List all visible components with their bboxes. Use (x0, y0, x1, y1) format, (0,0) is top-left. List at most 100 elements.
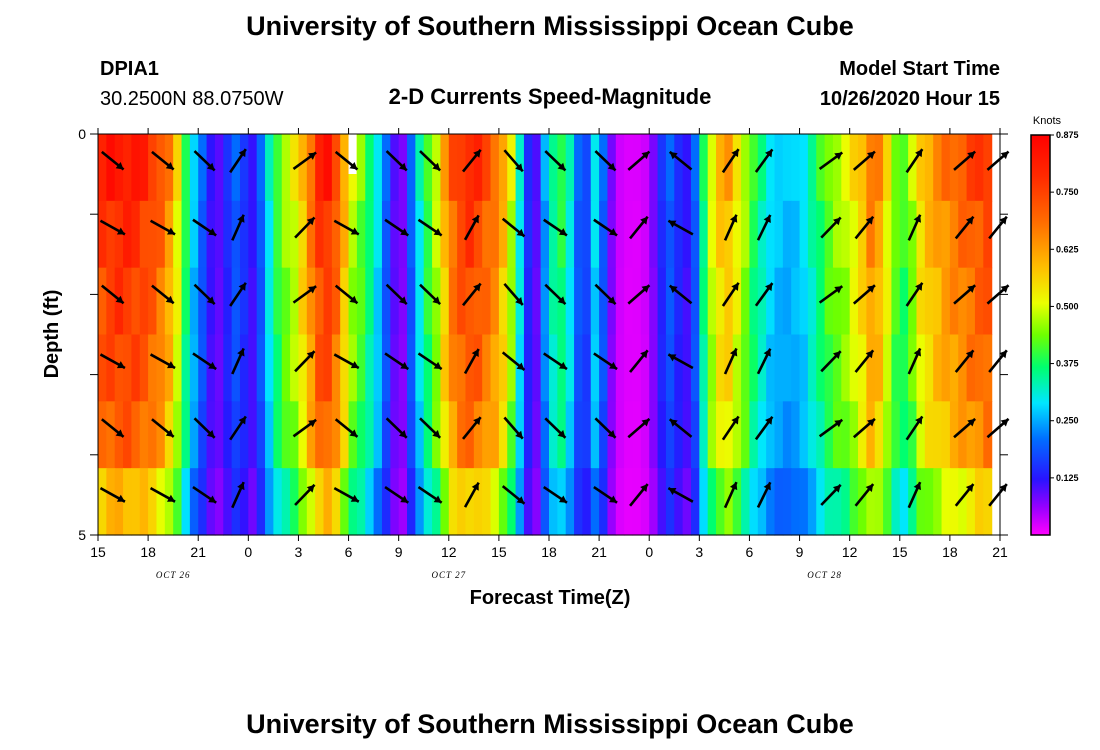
heatmap-cell (331, 134, 341, 202)
heatmap-cell (958, 200, 968, 269)
heatmap-cell (381, 401, 391, 469)
heatmap-cell (265, 200, 274, 269)
heatmap-cell (139, 401, 149, 469)
heatmap-cell (941, 334, 951, 402)
heatmap-cell (849, 200, 859, 269)
heatmap-cell (98, 468, 107, 536)
heatmap-cell (699, 468, 709, 536)
heatmap-cell (273, 334, 283, 402)
current-vector-arrow (905, 148, 924, 174)
heatmap-cell (373, 267, 383, 336)
heatmap-cell (273, 468, 283, 536)
heatmap-cell (540, 401, 550, 469)
heatmap-cell (757, 200, 767, 269)
heatmap-cell (640, 267, 650, 336)
heatmap-cell (498, 401, 508, 469)
heatmap-cell (423, 134, 433, 202)
heatmap-cell (983, 401, 993, 469)
heatmap-cell (615, 468, 625, 536)
heatmap-cell (824, 134, 834, 202)
heatmap-cell (891, 468, 901, 536)
x-tick-label: 15 (892, 544, 908, 560)
heatmap-cell (415, 401, 425, 469)
heatmap-cell (590, 134, 600, 202)
current-vector-arrow (988, 349, 1008, 373)
colorbar-tick-label: 0.375 (1056, 359, 1079, 369)
heatmap-cell (173, 334, 183, 402)
x-tick-label: 9 (395, 544, 403, 560)
heatmap-cell (924, 200, 934, 269)
heatmap-cell (390, 134, 400, 202)
heatmap-cell (841, 401, 851, 469)
current-vector-arrow (463, 214, 480, 241)
heatmap-cell (958, 468, 968, 536)
heatmap-cell (106, 401, 116, 469)
current-vector-arrow (333, 219, 360, 236)
heatmap-cell (440, 468, 450, 536)
heatmap-cell (674, 334, 684, 402)
heatmap-cell (858, 200, 867, 269)
x-tick-label: 3 (695, 544, 703, 560)
current-vector-arrow (953, 284, 977, 305)
heatmap-cell (916, 468, 926, 536)
current-vector-arrow (627, 284, 651, 305)
heatmap-cell (624, 334, 634, 402)
x-tick-label: 0 (244, 544, 252, 560)
current-vector-arrow (151, 284, 175, 305)
heatmap-cell (866, 468, 876, 536)
heatmap-cell (682, 200, 692, 269)
heatmap-cell (640, 401, 650, 469)
heatmap-cell (273, 200, 283, 269)
heatmap-cell (156, 200, 166, 269)
x-tick-label: 6 (345, 544, 353, 560)
heatmap-cell (214, 468, 224, 536)
heatmap-cell (507, 134, 517, 202)
y-tick-label: 0 (78, 126, 86, 142)
x-tick-label: 15 (491, 544, 507, 560)
heatmap-cell (440, 134, 450, 202)
heatmap-cell (674, 468, 684, 536)
current-vector-arrow (99, 353, 126, 370)
heatmap-cell (782, 200, 792, 269)
current-vector-arrow (852, 417, 876, 439)
heatmap-cell (239, 134, 249, 202)
heatmap-cell (298, 468, 308, 536)
heatmap-cell (223, 267, 233, 336)
heatmap-cell (198, 134, 208, 202)
heatmap-cell (98, 134, 107, 202)
current-vector-arrow (101, 150, 125, 171)
heatmap-cell (665, 134, 675, 202)
colorbar-tick-label: 0.500 (1056, 301, 1079, 311)
heatmap-cell (507, 334, 517, 402)
heatmap-cell (791, 134, 801, 202)
heatmap-cell (891, 401, 901, 469)
heatmap-cell (407, 401, 416, 469)
heatmap-cell (858, 334, 867, 402)
heatmap-cell (306, 334, 316, 402)
heatmap-cell (933, 401, 943, 469)
current-vector-arrow (986, 284, 1010, 305)
heatmap-cell (106, 468, 116, 536)
heatmap-cell (373, 401, 383, 469)
heatmap-cell (532, 334, 542, 402)
heatmap-cell (966, 334, 976, 402)
heatmap-cell (908, 401, 918, 469)
heatmap-cell (582, 267, 592, 336)
heatmap-cell (574, 468, 584, 536)
current-vector-arrow (986, 417, 1010, 439)
current-vector-arrow (99, 219, 126, 236)
current-vector-arrow (334, 418, 359, 438)
heatmap-cell (649, 200, 659, 269)
heatmap-cell (974, 267, 984, 336)
heatmap-cell (131, 134, 141, 202)
heatmap-cell (423, 334, 433, 402)
heatmap-cell (866, 401, 876, 469)
heatmap-cell (523, 401, 533, 469)
page-title: University of Southern Mississippi Ocean… (246, 11, 854, 41)
heatmap-cell (498, 468, 508, 536)
heatmap-cell (498, 267, 508, 336)
heatmap-cell (106, 134, 116, 202)
current-vector-arrow (907, 347, 922, 375)
heatmap-cell (757, 267, 767, 336)
current-vector-arrow (193, 417, 216, 439)
